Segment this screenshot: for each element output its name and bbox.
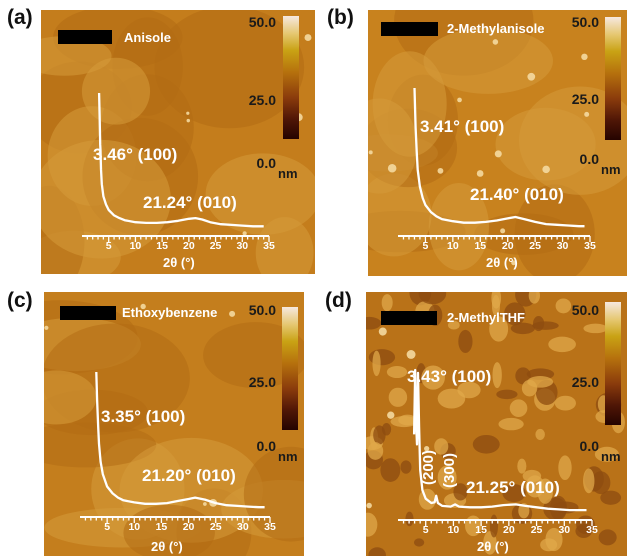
x-tick-label: 20 [182,521,195,533]
x-tick-label: 25 [529,240,541,252]
x-tick-label: 25 [209,521,222,533]
x-tick-label: 5 [105,240,112,252]
color-scale-bar [283,16,299,139]
x-tick-label: 35 [584,240,596,252]
scale-bar [381,311,437,325]
color-scale-unit: nm [278,449,298,464]
panel-label: (a) [7,6,33,29]
color-scale-min-label: 0.0 [256,155,276,171]
afm-topography [41,10,315,274]
x-tick-label: 10 [447,240,459,252]
peak-label-010: 21.24° (010) [143,193,237,212]
x-tick-label: 25 [530,524,543,536]
x-tick-label: 25 [209,240,222,252]
afm-topography [366,292,627,556]
color-scale-bar [282,307,298,430]
color-scale-mid-label: 25.0 [248,92,276,108]
x-tick-label: 35 [586,524,598,536]
x-tick-label: 20 [501,240,514,252]
x-tick-label: 10 [447,524,460,536]
panel-label: (d) [325,289,352,312]
scale-bar [381,22,438,36]
color-scale-mid-label: 25.0 [248,374,276,390]
color-scale-mid-label: 25.0 [571,374,599,390]
x-axis-label: 2θ (°) [477,539,509,554]
x-axis-label: 2θ (°) [163,255,195,270]
x-tick-label: 10 [129,240,142,252]
x-axis-label: 2θ (°) [151,539,183,554]
color-scale-mid-label: 25.0 [571,91,599,107]
x-tick-label: 10 [128,521,141,533]
color-scale-max-label: 50.0 [571,14,599,30]
peak-label-100: 3.43° (100) [407,367,492,386]
x-tick-label: 15 [156,240,168,252]
color-scale-unit: nm [601,449,621,464]
x-tick-label: 30 [558,524,571,536]
x-tick-label: 35 [264,521,276,533]
x-tick-label: 30 [556,240,569,252]
peak-label-100: 3.35° (100) [101,407,186,426]
color-scale-min-label: 0.0 [256,438,276,454]
color-scale-max-label: 50.0 [248,302,276,318]
peak-label-200: (200) [420,449,437,485]
x-tick-label: 15 [155,521,168,533]
x-tick-label: 30 [236,240,249,252]
x-tick-label: 5 [422,524,429,536]
scale-bar [58,30,112,44]
x-tick-label: 5 [104,521,111,533]
x-tick-label: 30 [237,521,249,533]
x-tick-label: 20 [503,524,515,536]
peak-label-100: 3.41° (100) [420,117,505,136]
solvent-label: Ethoxybenzene [122,305,218,320]
color-scale-min-label: 0.0 [579,438,599,454]
afm-topography [368,10,627,276]
x-axis-label: 2θ (°) [486,255,518,270]
afm-image [366,292,627,556]
solvent-label: 2-Methylanisole [447,21,545,36]
scale-bar [60,306,116,320]
color-scale-bar [605,302,621,425]
color-scale-min-label: 0.0 [579,151,599,167]
color-scale-max-label: 50.0 [571,302,599,318]
x-tick-label: 35 [263,240,275,252]
solvent-label: Anisole [124,30,171,45]
afm-image [368,10,627,276]
color-scale-max-label: 50.0 [248,14,276,30]
x-tick-label: 5 [422,240,429,252]
color-scale-bar [605,17,621,140]
peak-label-010: 21.20° (010) [142,466,236,485]
panel-label: (b) [327,6,354,29]
color-scale-unit: nm [278,166,298,181]
peak-label-300: (300) [441,452,458,488]
afm-image [41,10,315,274]
x-tick-label: 15 [475,524,487,536]
panel-label: (c) [7,289,33,312]
peak-label-010: 21.40° (010) [470,185,564,204]
x-tick-label: 15 [474,240,487,252]
peak-label-100: 3.46° (100) [93,145,178,164]
solvent-label: 2-MethylTHF [447,310,525,325]
peak-label-010: 21.25° (010) [466,478,560,497]
x-tick-label: 20 [183,240,195,252]
color-scale-unit: nm [601,162,621,177]
